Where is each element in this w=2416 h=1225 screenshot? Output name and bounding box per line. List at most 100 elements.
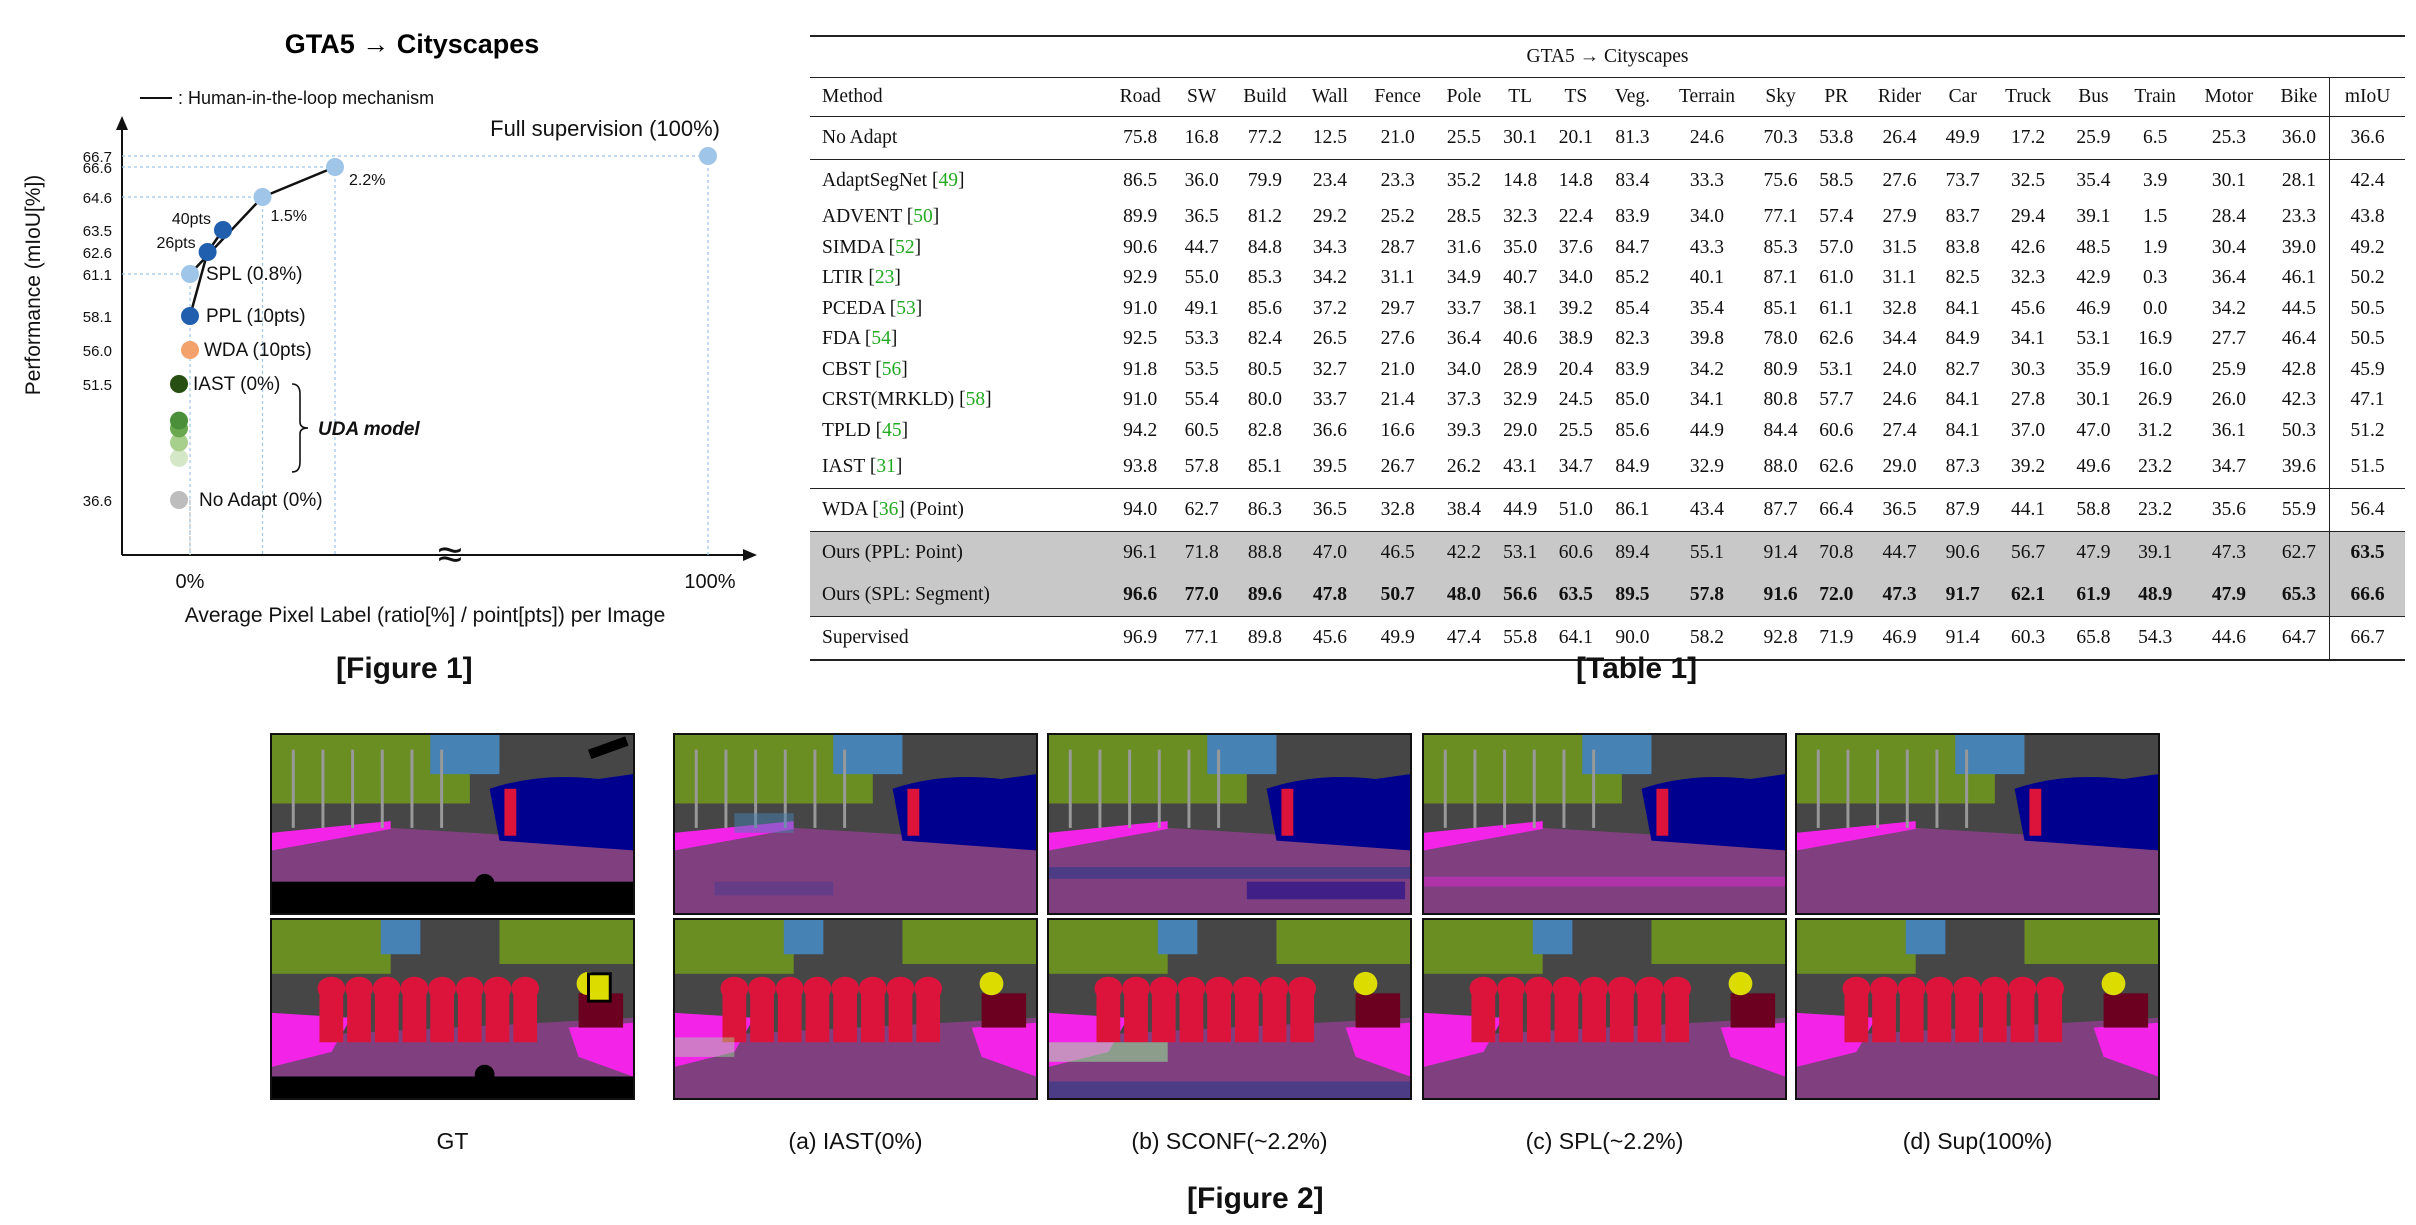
figure-1-chart: GTA5 → Cityscapes ≈36.6 51.5 56.0 58.1 61.1 6… [22,29,757,627]
citation-link[interactable]: 50 [913,206,933,228]
value-cell: 21.0 [1380,127,1415,148]
value-cell: 61.0 [1819,267,1854,289]
column-header: Bus [2065,77,2122,117]
value-cell: 83.7 [1945,206,1980,228]
value-cell: 34.7 [2211,456,2246,477]
value-cell: 28.9 [1503,358,1538,380]
value-cell: 87.7 [1752,488,1809,532]
column-header: Bike [2268,77,2330,117]
value-cell: 37.6 [1558,236,1593,258]
value-cell: 25.9 [2211,358,2246,380]
value-cell: 49.9 [1359,616,1436,661]
value-cell: 27.6 [1380,328,1415,350]
citation-link[interactable]: 53 [896,297,916,319]
table-row: CRST(MRKLD) [58] 91.0 55.4 80.0 33.7 21.4 37.3… [810,385,2405,416]
value-cell: 39.2 [2010,456,2046,477]
point-label: WDA (10pts) [204,340,312,361]
miou-cell: 51.2 [2329,415,2405,446]
value-cell: 29.7 [1380,297,1415,319]
value-cell: 27.7 [2211,328,2246,350]
value-cell: 61.1 [1819,297,1854,319]
citation-link[interactable]: 54 [871,328,891,350]
miou-cell: 47.1 [2329,385,2405,416]
value-cell: 91.8 [1123,358,1158,380]
value-cell: 91.4 [1752,531,1809,574]
value-cell: 37.2 [1312,297,1347,319]
column-header: TL [1492,77,1548,117]
value-cell: 80.9 [1763,358,1798,380]
value-cell: 38.1 [1503,297,1538,319]
value-cell: 96.1 [1106,531,1174,574]
y-tick-label: 66.7 [83,149,112,166]
value-cell: 70.8 [1808,531,1865,574]
value-cell: 16.9 [2138,328,2173,350]
value-cell: 83.4 [1603,159,1662,202]
method-cell: ADVENT [50] [822,206,940,228]
value-cell: 90.6 [1123,236,1158,258]
value-cell: 86.5 [1106,159,1174,202]
citation-link[interactable]: 23 [874,267,895,289]
value-cell: 86.1 [1603,488,1662,532]
value-cell: 33.7 [1312,389,1347,411]
value-cell: 34.1 [2010,328,2046,350]
value-cell: 38.4 [1435,488,1493,532]
value-cell: 31.6 [1446,236,1482,258]
value-cell: 34.2 [2211,297,2246,319]
column-header: Veg. [1603,77,1662,117]
table-row: FDA [54] 92.5 53.3 82.4 26.5 27.6 36.4 40.6 38.9… [810,324,2405,355]
value-cell: 57.7 [1819,389,1854,411]
value-cell: 34.0 [1689,206,1724,228]
value-cell: 57.8 [1184,456,1219,477]
value-cell: 30.1 [2189,159,2269,202]
y-axis-label: Performance (mIoU[%]) [22,175,45,396]
value-cell: 81.3 [1615,127,1650,148]
miou-cell: 66.6 [2329,574,2405,617]
citation-link[interactable]: 52 [895,236,915,258]
y-tick-label: 63.5 [83,223,112,240]
value-cell: 29.2 [1312,206,1347,228]
value-cell: 34.0 [1446,358,1482,380]
citation-link[interactable]: 58 [965,389,986,411]
value-cell: 72.0 [1808,574,1865,617]
citation-link[interactable]: 31 [876,456,896,477]
value-cell: 37.0 [2010,419,2046,441]
method-cell: IAST [31] [822,456,903,477]
citation-link[interactable]: 56 [881,358,902,380]
citation-link[interactable]: 49 [938,170,958,191]
value-cell: 85.3 [1763,236,1798,258]
value-cell: 82.4 [1247,328,1282,350]
value-cell: 57.0 [1819,236,1854,258]
value-cell: 39.1 [2121,531,2190,574]
method-cell: SIMDA [52] [822,236,922,258]
citation-link[interactable]: 36 [878,499,899,520]
table-header-row: Method Road SW Build Wall Fence Pole TL TS Veg. Te… [810,77,2405,117]
value-cell: 82.5 [1945,267,1980,289]
value-cell: 83.8 [1945,236,1980,258]
value-cell: 36.0 [1173,159,1230,202]
value-cell: 47.3 [2189,531,2269,574]
value-cell: 32.8 [1882,297,1917,319]
value-cell: 94.2 [1123,419,1158,441]
value-cell: 46.5 [1359,531,1436,574]
value-cell: 34.0 [1558,267,1593,289]
miou-cell: 36.6 [2329,116,2405,160]
value-cell: 34.2 [1689,358,1724,380]
value-cell: 24.6 [1882,389,1917,411]
value-cell: 25.2 [1380,206,1415,228]
value-cell: 32.3 [1503,206,1538,228]
citation-link[interactable]: 45 [882,419,902,441]
y-tick-label: 58.1 [83,309,112,326]
value-cell: 40.6 [1503,328,1538,350]
value-cell: 83.9 [1615,358,1650,380]
data-point [170,433,188,452]
point-label: No Adapt (0%) [199,490,323,511]
value-cell: 70.3 [1763,127,1798,148]
data-point [170,411,188,430]
value-cell: 93.8 [1123,456,1158,477]
value-cell: 38.9 [1558,328,1593,350]
value-cell: 89.6 [1229,574,1301,617]
method-cell: TPLD [45] [822,419,909,441]
value-cell: 12.5 [1312,127,1347,148]
value-cell: 43.1 [1503,456,1538,477]
miou-cell: 50.5 [2329,324,2405,355]
